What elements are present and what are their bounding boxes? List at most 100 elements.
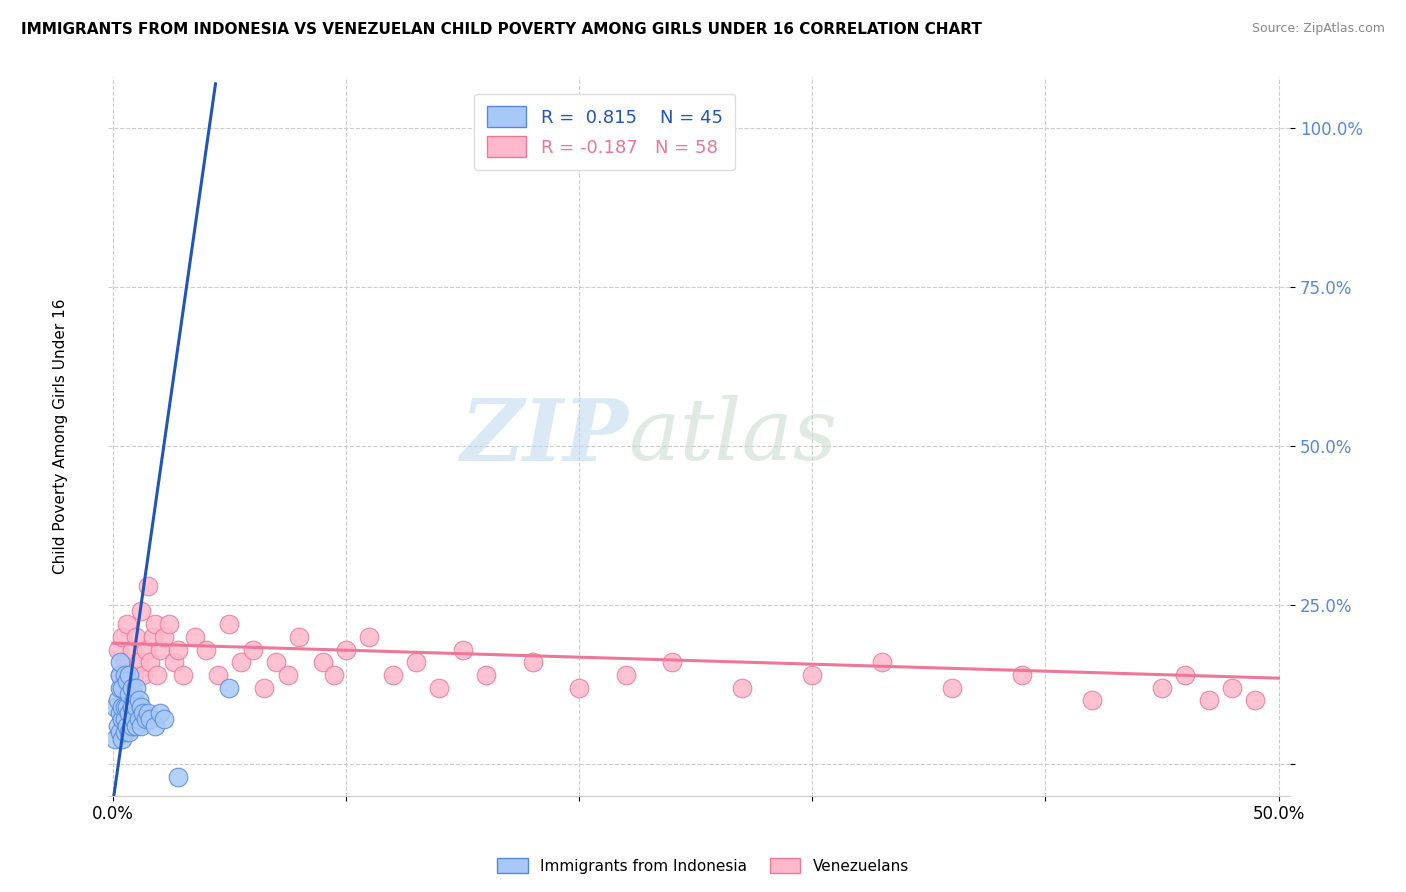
- Point: [568, 681, 591, 695]
- Point: [122, 713, 145, 727]
- Point: [107, 642, 129, 657]
- Point: [195, 642, 218, 657]
- Point: [451, 642, 474, 657]
- Point: [132, 668, 155, 682]
- Legend: R =  0.815    N = 45, R = -0.187   N = 58: R = 0.815 N = 45, R = -0.187 N = 58: [474, 94, 735, 169]
- Point: [231, 655, 253, 669]
- Point: [122, 693, 145, 707]
- Point: [153, 713, 176, 727]
- Point: [288, 630, 311, 644]
- Point: [335, 642, 357, 657]
- Point: [475, 668, 498, 682]
- Point: [118, 687, 141, 701]
- Point: [121, 719, 143, 733]
- Point: [941, 681, 963, 695]
- Point: [136, 706, 159, 720]
- Point: [253, 681, 276, 695]
- Point: [1198, 693, 1220, 707]
- Point: [114, 668, 136, 682]
- Point: [108, 725, 131, 739]
- Point: [242, 642, 264, 657]
- Point: [121, 642, 143, 657]
- Point: [114, 655, 136, 669]
- Point: [312, 655, 335, 669]
- Point: [167, 642, 190, 657]
- Point: [264, 655, 287, 669]
- Point: [104, 699, 127, 714]
- Point: [218, 617, 240, 632]
- Point: [207, 668, 229, 682]
- Point: [1011, 668, 1033, 682]
- Point: [118, 706, 141, 720]
- Point: [148, 642, 170, 657]
- Point: [731, 681, 754, 695]
- Point: [114, 713, 136, 727]
- Point: [157, 617, 180, 632]
- Point: [1220, 681, 1243, 695]
- Point: [183, 630, 205, 644]
- Point: [522, 655, 544, 669]
- Point: [139, 713, 162, 727]
- Point: [128, 693, 150, 707]
- Point: [121, 681, 143, 695]
- Point: [614, 668, 637, 682]
- Point: [111, 731, 134, 746]
- Point: [139, 655, 162, 669]
- Point: [132, 706, 155, 720]
- Text: ZIP: ZIP: [460, 395, 628, 478]
- Point: [870, 655, 893, 669]
- Point: [801, 668, 824, 682]
- Point: [153, 630, 176, 644]
- Point: [162, 655, 184, 669]
- Point: [104, 731, 127, 746]
- Text: Child Poverty Among Girls Under 16: Child Poverty Among Girls Under 16: [53, 299, 69, 574]
- Point: [115, 617, 138, 632]
- Point: [118, 725, 141, 739]
- Point: [323, 668, 346, 682]
- Point: [1244, 693, 1267, 707]
- Point: [136, 579, 159, 593]
- Point: [661, 655, 683, 669]
- Point: [1174, 668, 1197, 682]
- Point: [108, 655, 131, 669]
- Point: [107, 693, 129, 707]
- Point: [135, 713, 157, 727]
- Point: [108, 668, 131, 682]
- Point: [114, 699, 136, 714]
- Point: [172, 668, 194, 682]
- Point: [135, 642, 157, 657]
- Point: [1150, 681, 1173, 695]
- Point: [405, 655, 427, 669]
- Point: [111, 713, 134, 727]
- Point: [146, 668, 169, 682]
- Point: [143, 719, 166, 733]
- Point: [114, 725, 136, 739]
- Point: [108, 681, 131, 695]
- Point: [125, 630, 148, 644]
- Point: [128, 655, 150, 669]
- Point: [121, 699, 143, 714]
- Point: [107, 719, 129, 733]
- Point: [111, 699, 134, 714]
- Point: [1081, 693, 1104, 707]
- Point: [359, 630, 381, 644]
- Point: [108, 668, 131, 682]
- Text: atlas: atlas: [628, 395, 838, 478]
- Point: [142, 630, 165, 644]
- Point: [115, 674, 138, 689]
- Point: [129, 699, 152, 714]
- Point: [111, 681, 134, 695]
- Point: [143, 617, 166, 632]
- Legend: Immigrants from Indonesia, Venezuelans: Immigrants from Indonesia, Venezuelans: [491, 852, 915, 880]
- Point: [148, 706, 170, 720]
- Point: [115, 699, 138, 714]
- Point: [118, 668, 141, 682]
- Point: [125, 681, 148, 695]
- Text: Source: ZipAtlas.com: Source: ZipAtlas.com: [1251, 22, 1385, 36]
- Point: [125, 699, 148, 714]
- Point: [218, 681, 240, 695]
- Point: [381, 668, 404, 682]
- Point: [128, 713, 150, 727]
- Point: [108, 706, 131, 720]
- Point: [118, 681, 141, 695]
